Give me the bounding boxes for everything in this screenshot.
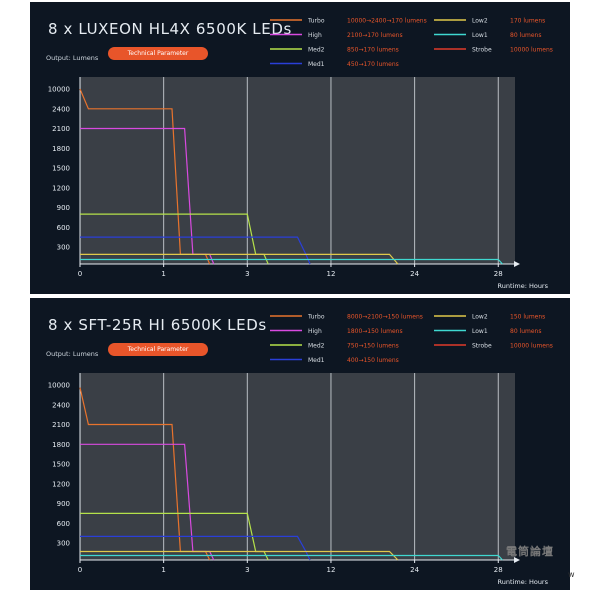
legend-name: Med1: [308, 357, 325, 364]
legend-name: Med1: [308, 61, 325, 68]
legend-desc: 80 lumens: [510, 32, 541, 39]
chart-panel-2: 8 x SFT-25R HI 6500K LEDs Output: Lumens…: [30, 298, 570, 590]
x-axis-label: Runtime: Hours: [498, 282, 549, 290]
plot-area: [80, 373, 515, 560]
chart-title: 8 x SFT-25R HI 6500K LEDs: [48, 316, 267, 334]
series-line-low2: [80, 550, 399, 561]
y-tick-label: 1200: [52, 480, 70, 488]
series-line-low2: [80, 253, 399, 265]
y-axis-label: Output: Lumens: [46, 54, 99, 62]
y-tick-label: 600: [57, 224, 70, 232]
legend-name: Low1: [472, 32, 488, 39]
series-line-turbo: [79, 88, 211, 265]
legend-name: High: [308, 328, 322, 335]
y-tick-label: 1500: [52, 165, 70, 173]
x-tick-label: 24: [410, 270, 419, 278]
y-tick-label: 600: [57, 520, 70, 528]
x-tick-label: 3: [245, 566, 249, 574]
legend-desc: 750→150 lumens: [347, 343, 399, 350]
legend-desc: 1800→150 lumens: [347, 328, 403, 335]
series-line-low1: [80, 554, 503, 561]
chart-title: 8 x LUXEON HL4X 6500K LEDs: [48, 20, 292, 38]
x-tick-label: 1: [161, 566, 165, 574]
legend-desc: 8000→2100→150 lumens: [347, 314, 423, 321]
x-tick-label: 3: [245, 270, 249, 278]
y-tick-label: 1500: [52, 461, 70, 469]
y-axis-label: Output: Lumens: [46, 350, 99, 358]
plot-area: [80, 77, 515, 264]
y-tick-label: 1800: [52, 441, 70, 449]
x-tick-label: 24: [410, 566, 419, 574]
chart-svg-1: 10000 2400 2100 1800 1500 1200 900 600 300 0 1 3 12 2…: [48, 18, 553, 291]
y-tick-label: 2400: [52, 401, 70, 409]
y-tick-label: 2100: [52, 421, 70, 429]
legend-name: Low2: [472, 18, 488, 25]
x-axis-arrow-icon: [514, 557, 520, 563]
chart-svg-2: 10000 2400 2100 1800 1500 1200 900 600 300 0 1 3 12 2…: [48, 314, 553, 587]
chart-panel-1: 8 x LUXEON HL4X 6500K LEDs Output: Lumen…: [30, 2, 570, 294]
legend-name: Med2: [308, 47, 325, 54]
series-line-low1: [80, 258, 503, 265]
legend-desc: 400→150 lumens: [347, 357, 399, 364]
x-tick-label: 0: [78, 270, 82, 278]
series-line-turbo: [79, 387, 211, 561]
y-tick-label: 10000: [48, 86, 70, 94]
y-tick-label: 300: [57, 540, 70, 548]
legend-desc: 850→170 lumens: [347, 47, 399, 54]
legend-desc: 150 lumens: [510, 314, 545, 321]
watermark-text: 電筒論壇: [506, 545, 554, 558]
legend-desc: 170 lumens: [510, 18, 545, 25]
y-tick-label: 300: [57, 244, 70, 252]
x-tick-label: 12: [327, 566, 336, 574]
y-tick-label: 1200: [52, 184, 70, 192]
y-tick-label: 1800: [52, 145, 70, 153]
legend-name: Med2: [308, 343, 325, 350]
legend-desc: 10000→2400→170 lumens: [347, 18, 427, 25]
legend-desc: 2100→170 lumens: [347, 32, 403, 39]
legend-name: High: [308, 32, 322, 39]
legend-name: Strobe: [472, 47, 492, 54]
y-tick-label: 10000: [48, 382, 70, 390]
legend-desc: 10000 lumens: [510, 47, 553, 54]
x-tick-label: 28: [494, 566, 503, 574]
y-tick-label: 2100: [52, 125, 70, 133]
legend-name: Turbo: [307, 18, 325, 25]
legend-name: Low1: [472, 328, 488, 335]
x-tick-label: 1: [161, 270, 165, 278]
watermark-url: w: [568, 570, 575, 579]
y-tick-label: 900: [57, 500, 70, 508]
legend-desc: 80 lumens: [510, 328, 541, 335]
legend-desc: 10000 lumens: [510, 343, 553, 350]
technical-parameter-button[interactable]: Technical Parameter: [108, 47, 208, 60]
y-tick-label: 900: [57, 204, 70, 212]
x-axis-label: Runtime: Hours: [498, 578, 549, 586]
legend-desc: 450→170 lumens: [347, 61, 399, 68]
legend-name: Low2: [472, 314, 488, 321]
y-tick-label: 2400: [52, 105, 70, 113]
x-tick-label: 0: [78, 566, 82, 574]
x-tick-label: 28: [494, 270, 503, 278]
x-axis-arrow-icon: [514, 261, 520, 267]
x-tick-label: 12: [327, 270, 336, 278]
technical-parameter-button[interactable]: Technical Parameter: [108, 343, 208, 356]
legend-name: Turbo: [307, 314, 325, 321]
legend-name: Strobe: [472, 343, 492, 350]
